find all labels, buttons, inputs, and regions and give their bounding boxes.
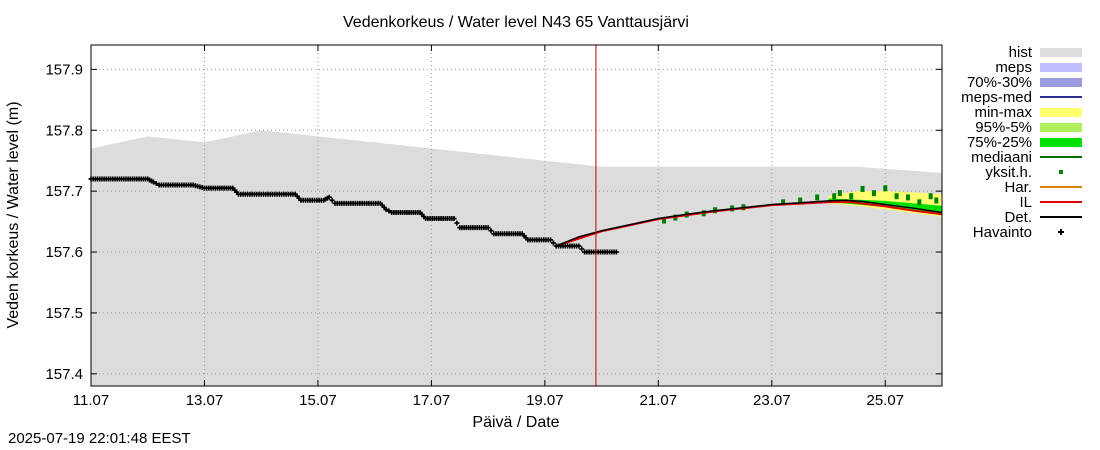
y-tick-labels: 157.4 157.5 157.6 157.7 157.8 157.9	[45, 61, 942, 383]
x-tick-labels: 11.07 13.07 15.07 17.07 19.07 21.07 23.07 25.07	[73, 45, 904, 409]
forecast-lines	[555, 199, 943, 247]
hist-band	[91, 130, 942, 386]
plot-border	[90, 44, 943, 387]
yksit-point	[871, 190, 876, 197]
observation-point	[613, 249, 619, 255]
legend-label-minmax: min-max	[974, 104, 1032, 121]
legend-label-har: Har.	[1004, 179, 1032, 196]
deterministic-line	[555, 199, 943, 247]
legend-label-p95_5: 95%-5%	[975, 119, 1032, 136]
observation-point	[326, 194, 332, 200]
legend-label-meps_med: meps-med	[961, 89, 1032, 106]
legend: histmeps70%-30%meps-medmin-max95%-5%75%-…	[961, 44, 1082, 241]
observation-point	[485, 225, 491, 231]
y-tick-label: 157.6	[45, 244, 83, 261]
legend-swatch-p75_25	[1040, 138, 1082, 147]
y-tick-label: 157.9	[45, 61, 83, 78]
legend-label-median: mediaani	[971, 149, 1032, 166]
observation-points	[88, 176, 619, 255]
legend-label-il: IL	[1019, 194, 1032, 211]
observation-point	[579, 246, 585, 252]
legend-label-hist: hist	[1009, 44, 1033, 61]
yksit-point	[934, 197, 939, 204]
yksit-point	[781, 199, 786, 206]
observation-point	[383, 206, 389, 212]
yksit-point	[883, 185, 888, 192]
yksit-point	[662, 217, 667, 224]
observation-point	[548, 237, 554, 243]
legend-swatch-p95_5	[1040, 123, 1082, 132]
legend-label-obs: Havainto	[973, 224, 1032, 241]
yksit-point	[917, 199, 922, 206]
x-tick-label: 25.07	[866, 392, 904, 409]
observation-point	[386, 208, 392, 214]
x-tick-label: 21.07	[640, 392, 678, 409]
timestamp: 2025-07-19 22:01:48 EEST	[8, 430, 191, 447]
y-tick-label: 157.4	[45, 366, 83, 383]
yksit-point	[905, 194, 910, 201]
legend-label-p70_30: 70%-30%	[967, 74, 1032, 91]
observation-point	[153, 181, 159, 187]
observation-point	[576, 243, 582, 249]
legend-swatch-yksit	[1059, 170, 1063, 174]
observation-point	[329, 197, 335, 203]
x-tick-label: 17.07	[413, 392, 451, 409]
x-tick-label: 11.07	[73, 392, 109, 409]
legend-label-meps: meps	[995, 59, 1032, 76]
observation-point	[451, 216, 457, 222]
plot-frame	[90, 44, 943, 387]
hist-area	[91, 130, 942, 386]
observation-point	[488, 228, 494, 234]
yksit-point	[928, 193, 933, 200]
observation-point	[550, 240, 556, 246]
x-tick-label: 13.07	[186, 392, 224, 409]
yksit-point	[837, 190, 842, 197]
chart-title: Vedenkorkeus / Water level N43 65 Vantta…	[343, 14, 689, 31]
legend-swatch-obs	[1058, 229, 1064, 235]
yksit-point	[832, 193, 837, 200]
legend-swatch-hist	[1040, 48, 1082, 57]
y-tick-label: 157.8	[45, 122, 83, 139]
yksit-point	[849, 193, 854, 200]
x-tick-label: 19.07	[526, 392, 564, 409]
legend-label-p75_25: 75%-25%	[967, 134, 1032, 151]
y-tick-label: 157.5	[45, 305, 83, 322]
x-tick-label: 15.07	[299, 392, 337, 409]
legend-swatch-p70_30	[1040, 78, 1082, 87]
legend-swatch-meps	[1040, 63, 1082, 72]
yksit-point	[894, 193, 899, 200]
legend-label-yksit: yksit.h.	[985, 164, 1032, 181]
legend-label-det: Det.	[1004, 209, 1032, 226]
yksit-point	[860, 185, 865, 192]
legend-swatch-minmax	[1040, 108, 1082, 117]
y-axis-label: Veden korkeus / Water level (m)	[5, 101, 22, 328]
observation-point	[150, 179, 156, 185]
yksit-point	[815, 194, 820, 201]
yksit-point	[798, 197, 803, 204]
y-tick-label: 157.7	[45, 183, 83, 200]
x-axis-label: Päivä / Date	[472, 414, 559, 431]
x-tick-label: 23.07	[753, 392, 791, 409]
observation-point	[454, 220, 460, 226]
